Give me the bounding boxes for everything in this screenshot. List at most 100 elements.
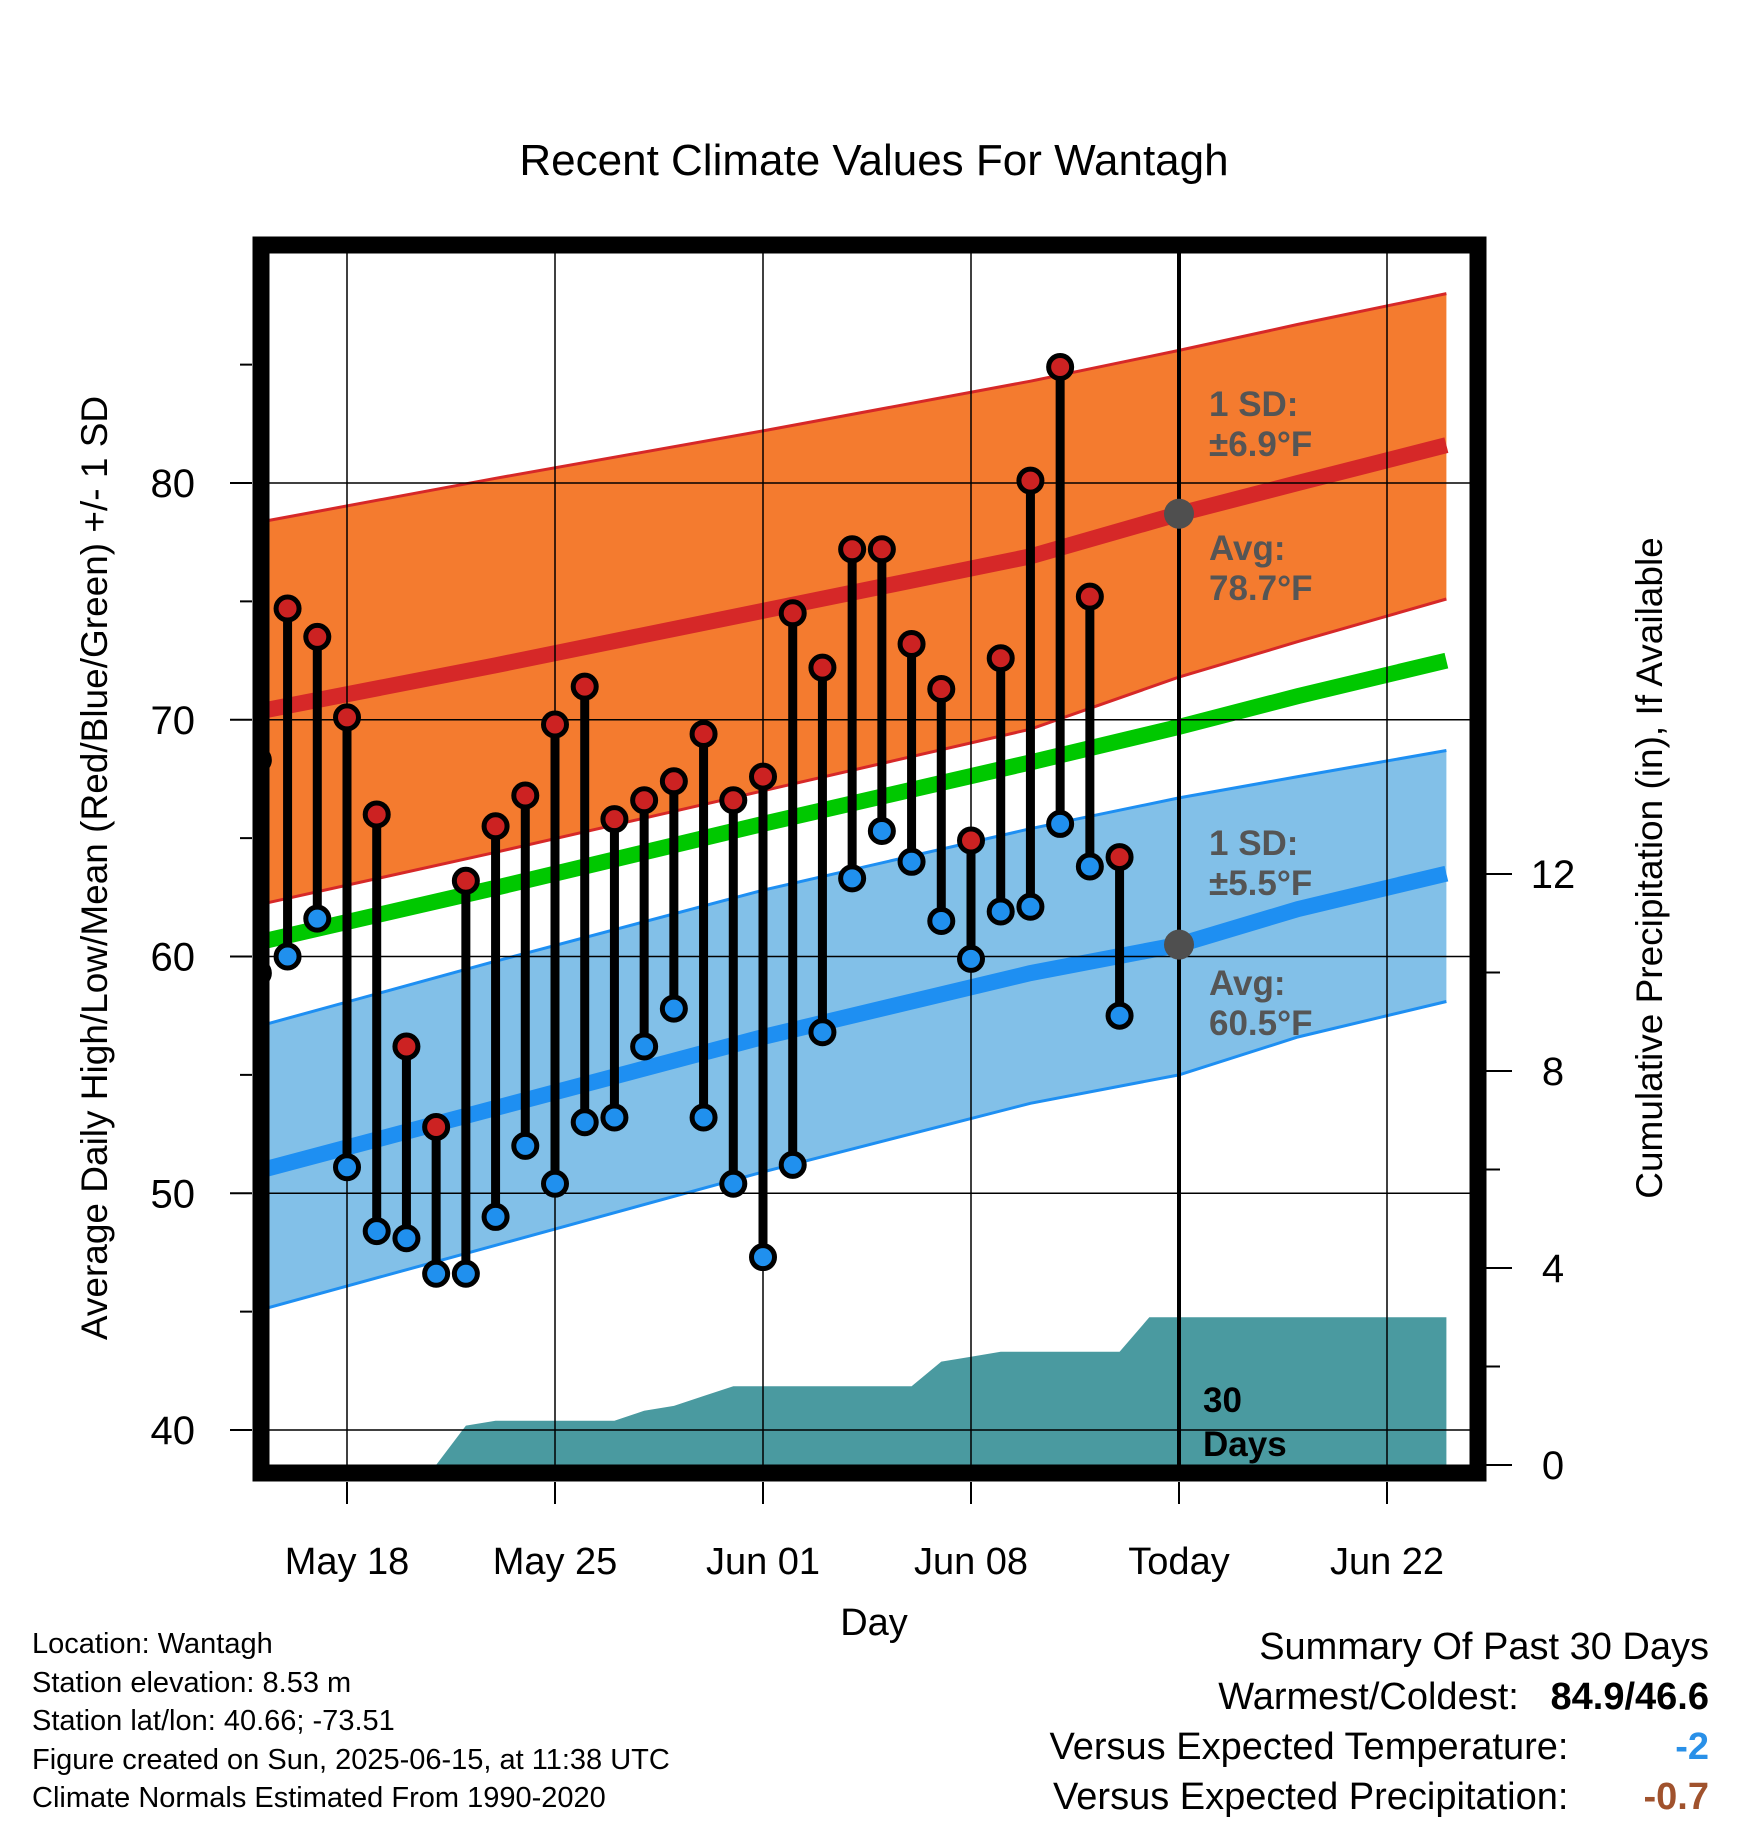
precip-area — [317, 1317, 1447, 1465]
y2-tick-label-0: 0 — [1542, 1444, 1564, 1488]
obs-low-dot-1 — [273, 942, 302, 971]
low-sd-label: 1 SD: — [1209, 824, 1298, 863]
obs-low-dot-6 — [422, 1259, 451, 1288]
warmest-value: 84.9/46.6 — [1550, 1676, 1709, 1718]
chart-title: Recent Climate Values For Wantagh — [519, 136, 1228, 185]
summary-temp-row: Versus Expected Temperature: -2 — [1050, 1722, 1709, 1772]
obs-high-dot-16 — [719, 786, 748, 815]
obs-low-dot-24 — [957, 944, 985, 973]
annotations: 1 SD: ±6.9°F Avg: 78.7°F 1 SD: ±5.5°F Av… — [1203, 385, 1313, 1464]
obs-high-dot-25 — [986, 644, 1015, 673]
low-sd-value: ±5.5°F — [1209, 864, 1312, 903]
plot-area — [262, 246, 1477, 1472]
obs-high-dot-26 — [1016, 466, 1045, 495]
obs-high-dot-20 — [838, 535, 867, 564]
low-avg-label: Avg: — [1209, 964, 1285, 1003]
today-avg-high-dot — [1164, 498, 1194, 529]
obs-low-dot-5 — [392, 1224, 421, 1253]
obs-high-dot-1 — [273, 594, 302, 623]
plot-clipped-group — [262, 246, 1477, 1472]
days-label-text: Days — [1203, 1425, 1287, 1464]
obs-low-dot-25 — [986, 897, 1015, 926]
axes: 40 50 60 70 80 0 4 8 12 May 18 May 25 Jun 01 Jun 08 T… — [151, 236, 1575, 1583]
latlon-text: Station lat/lon: 40.66; -73.51 — [32, 1705, 395, 1737]
y-axis-left: 40 50 60 70 80 — [151, 363, 252, 1453]
x-axis-label: Day — [840, 1602, 908, 1644]
obs-low-dot-4 — [362, 1217, 391, 1246]
obs-high-dot-21 — [867, 535, 896, 564]
obs-high-dot-9 — [511, 781, 540, 810]
obs-low-dot-26 — [1016, 892, 1045, 921]
obs-high-dot-3 — [333, 703, 361, 732]
low-avg-value: 60.5°F — [1209, 1004, 1313, 1043]
y-tick-label-0: 40 — [151, 1409, 196, 1453]
obs-low-dot-28 — [1075, 852, 1104, 881]
y2-tick-label-2: 8 — [1542, 1050, 1564, 1094]
obs-high-dot-17 — [749, 762, 777, 791]
obs-low-dot-23 — [927, 906, 956, 935]
x-tick-label-3: Jun 08 — [914, 1541, 1028, 1583]
high-avg-label: Avg: — [1209, 529, 1285, 568]
obs-high-dot-7 — [451, 866, 480, 895]
location-text: Location: Wantagh — [32, 1628, 273, 1660]
obs-low-dot-11 — [570, 1108, 599, 1137]
x-tick-label-4: Today — [1128, 1541, 1229, 1583]
obs-high-dot-6 — [422, 1112, 451, 1141]
obs-high-dot-10 — [541, 710, 569, 739]
obs-high-dot-27 — [1046, 352, 1075, 381]
summary-panel: Summary Of Past 30 Days Warmest/Coldest:… — [1050, 1622, 1709, 1822]
elevation-text: Station elevation: 8.53 m — [32, 1666, 352, 1699]
y-tick-label-4: 80 — [151, 462, 196, 506]
summary-warmest-row: Warmest/Coldest: 84.9/46.6 — [1050, 1672, 1709, 1722]
obs-high-dot-28 — [1075, 582, 1104, 611]
obs-high-dot-5 — [392, 1032, 421, 1061]
x-tick-label-5: Jun 22 — [1330, 1541, 1444, 1583]
obs-low-dot-16 — [719, 1169, 748, 1198]
obs-low-dot-13 — [630, 1032, 659, 1061]
obs-low-dot-18 — [778, 1150, 807, 1179]
obs-low-dot-27 — [1046, 809, 1075, 838]
high-avg-value: 78.7°F — [1209, 569, 1313, 608]
obs-high-dot-4 — [362, 800, 391, 829]
high-sd-label: 1 SD: — [1209, 385, 1298, 424]
days-label-number: 30 — [1203, 1381, 1242, 1420]
y2-tick-label-3: 12 — [1531, 853, 1576, 897]
obs-low-dot-14 — [659, 994, 688, 1023]
obs-low-dot-19 — [808, 1018, 837, 1047]
high-sd-band-upper-edge — [262, 292, 1447, 524]
x-axis: May 18 May 25 Jun 01 Jun 08 Today Jun 22 — [285, 1482, 1444, 1583]
obs-low-dot-10 — [541, 1169, 569, 1198]
obs-high-dot-11 — [570, 672, 599, 701]
today-avg-low-dot — [1164, 929, 1194, 960]
temp-label: Versus Expected Temperature: — [1049, 1726, 1569, 1768]
obs-high-dot-2 — [303, 622, 332, 651]
obs-low-dot-2 — [303, 904, 332, 933]
obs-high-dot-23 — [927, 674, 956, 703]
obs-low-dot-17 — [749, 1243, 777, 1272]
normals-text: Climate Normals Estimated From 1990-2020 — [32, 1782, 606, 1814]
obs-high-dot-19 — [808, 653, 837, 682]
obs-low-dot-8 — [481, 1202, 510, 1231]
created-text: Figure created on Sun, 2025-06-15, at 11… — [32, 1743, 670, 1776]
obs-high-dot-8 — [481, 812, 510, 841]
summary-heading: Summary Of Past 30 Days — [1259, 1626, 1709, 1668]
x-tick-label-1: May 25 — [493, 1541, 618, 1583]
obs-high-dot-15 — [689, 719, 718, 748]
obs-high-dot-29 — [1105, 843, 1134, 872]
obs-low-dot-12 — [600, 1103, 629, 1132]
precip-label: Versus Expected Precipitation: — [1053, 1776, 1569, 1818]
station-info: Location: Wantagh Station elevation: 8.5… — [32, 1625, 670, 1818]
precip-value: -0.7 — [1643, 1776, 1709, 1818]
obs-high-dot-24 — [957, 826, 985, 855]
y2-tick-label-1: 4 — [1542, 1247, 1564, 1291]
y-tick-label-1: 50 — [151, 1172, 196, 1216]
obs-low-dot-7 — [451, 1259, 480, 1288]
plot-frame — [252, 236, 1487, 1482]
summary-precip-row: Versus Expected Precipitation: -0.7 — [1050, 1772, 1709, 1822]
y-axis-right: 0 4 8 12 — [1486, 853, 1575, 1488]
high-sd-value: ±6.9°F — [1209, 425, 1312, 464]
x-tick-label-0: May 18 — [285, 1541, 410, 1583]
obs-high-dot-12 — [600, 805, 629, 834]
low-sd-band-lower-edge — [262, 1000, 1447, 1311]
